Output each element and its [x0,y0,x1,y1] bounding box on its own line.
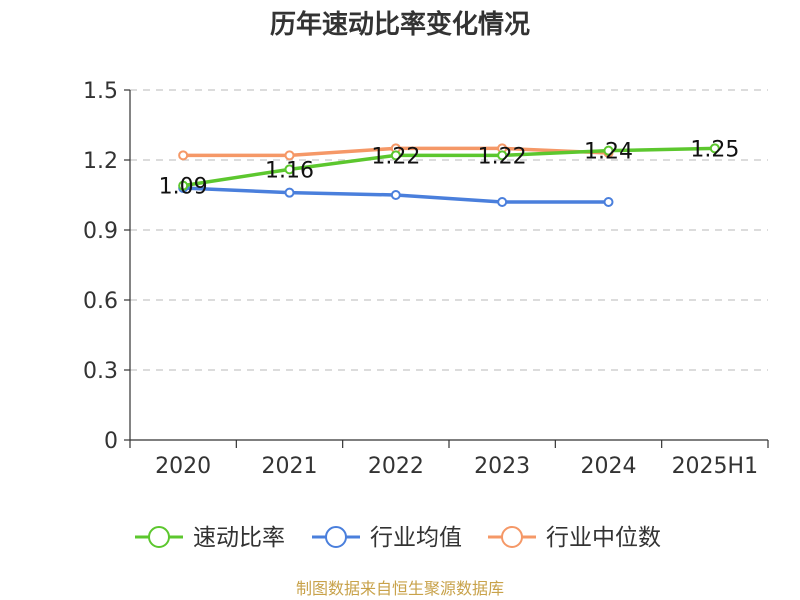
legend: 速动比率 行业均值 行业中位数 [135,525,661,551]
legend-item[interactable]: 速动比率 [135,525,285,551]
data-point [390,150,401,161]
data-point [709,143,720,154]
legend-swatch-marker [148,526,170,548]
series-layer [178,143,720,207]
x-tick-label: 2022 [368,454,424,479]
data-point [390,190,401,200]
data-point [497,197,508,207]
grid-lines [130,89,768,371]
y-tick-label: 1.2 [83,149,118,174]
y-tick-label: 0.6 [83,289,118,314]
y-tick-label: 0.9 [83,219,118,244]
data-point [603,197,614,207]
y-tick-label: 0 [104,429,118,454]
data-point [497,150,508,161]
data-point [603,145,614,156]
data-label: 1.25 [690,137,739,162]
source-note: 制图数据来自恒生聚源数据库 [296,579,504,598]
data-point [178,180,189,191]
legend-label: 速动比率 [193,525,285,551]
legend-swatch-marker [501,526,523,548]
chart-title: 历年速动比率变化情况 [270,9,530,40]
data-point [284,150,295,161]
y-tick-label: 1.5 [83,79,118,104]
y-tick-label: 0.3 [83,359,118,384]
x-tick-label: 2020 [155,454,211,479]
data-label: 1.16 [265,158,314,183]
data-point [284,187,295,198]
data-label: 1.24 [584,140,633,165]
data-labels: 1.09 1.16 1.22 1.22 1.24 1.25 [159,137,740,199]
x-tick-label: 2023 [474,454,530,479]
series-line [182,146,715,188]
data-point [178,150,189,161]
data-label: 1.22 [371,144,420,169]
x-tick-label: 2024 [581,454,637,479]
axes: 0 0.3 0.6 0.9 1.2 1.5 2020 2021 2022 2023 2024 2025… [83,79,769,479]
data-label: 1.22 [478,144,527,169]
x-tick-label: 2021 [262,454,318,479]
data-label: 1.09 [159,175,208,200]
x-tick-label: 2025H1 [672,454,759,479]
data-point [284,164,295,175]
legend-label: 行业中位数 [546,525,661,551]
legend-item[interactable]: 行业中位数 [488,525,661,551]
legend-swatch-marker [325,526,347,548]
legend-item[interactable]: 行业均值 [312,525,462,551]
legend-label: 行业均值 [370,525,462,551]
